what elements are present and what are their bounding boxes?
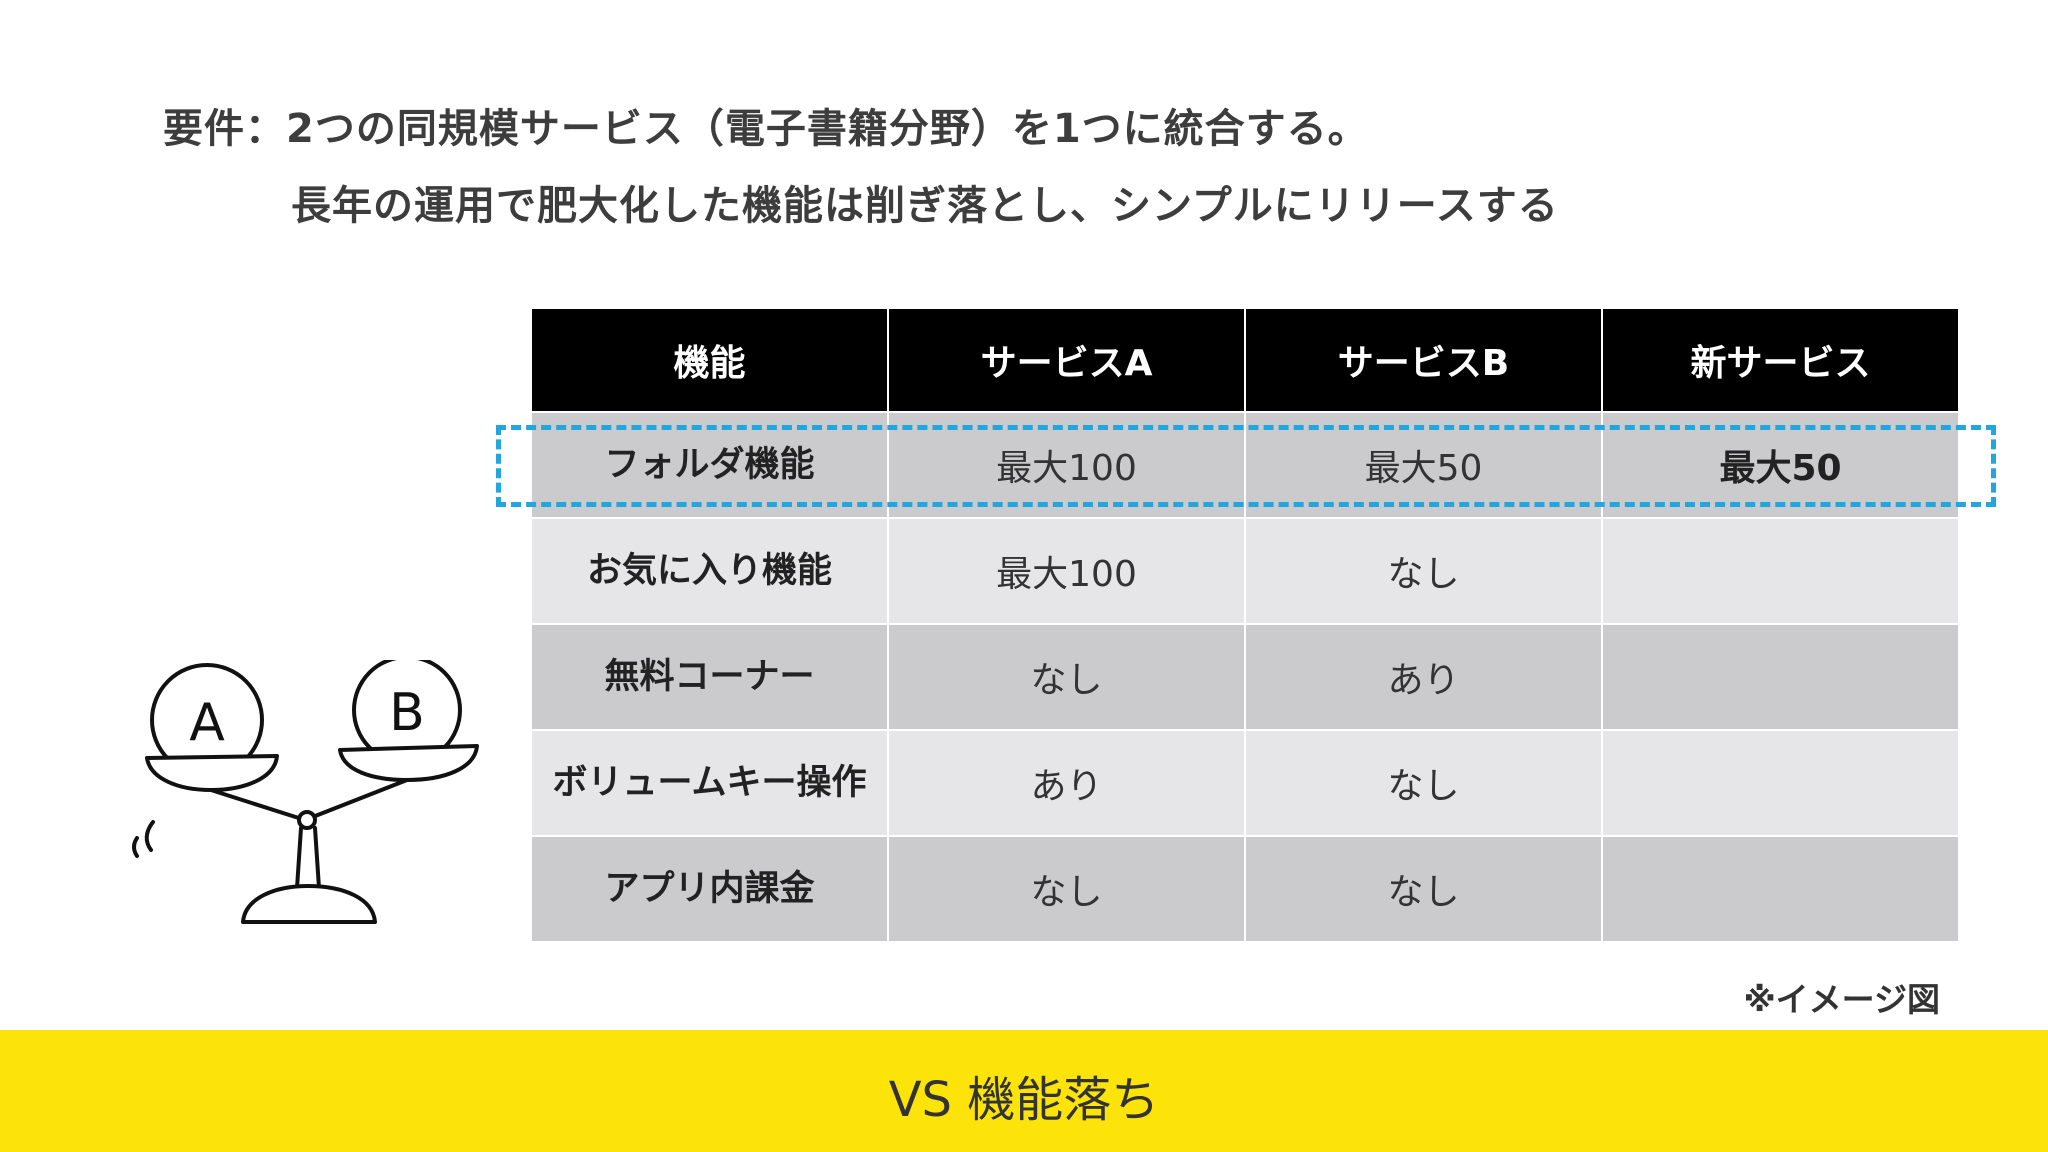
header-new-service: 新サービス	[1601, 307, 1960, 413]
row-new-service-value	[1601, 729, 1960, 837]
row-feature-name: アプリ内課金	[530, 835, 889, 943]
header-feature: 機能	[530, 307, 889, 413]
row-service-b-value: なし	[1244, 517, 1603, 625]
table-header-row: 機能 サービスA サービスB 新サービス	[530, 307, 1960, 413]
image-note: ※イメージ図	[1743, 980, 1940, 1019]
row-service-b-value: なし	[1244, 729, 1603, 837]
row-new-service-value	[1601, 623, 1960, 731]
feature-comparison-table: 機能 サービスA サービスB 新サービス フォルダ機能 最大100 最大50 最…	[530, 307, 1960, 943]
requirement-line-2: 長年の運用で肥大化した機能は削ぎ落とし、シンプルにリリースする	[291, 183, 1559, 229]
header-service-b: サービスB	[1244, 307, 1603, 413]
row-service-a-value: なし	[887, 623, 1246, 731]
table-row: ボリュームキー操作 あり なし	[530, 729, 1960, 837]
row-service-b-value: あり	[1244, 623, 1603, 731]
table-row: お気に入り機能 最大100 なし	[530, 517, 1960, 625]
balance-scale-icon: A B	[132, 660, 479, 924]
banner-text: VS 機能落ち	[888, 1072, 1160, 1128]
row-service-a-value: あり	[887, 729, 1246, 837]
header-service-a: サービスA	[887, 307, 1246, 413]
row-feature-name: ボリュームキー操作	[530, 729, 889, 837]
row-new-service-value	[1601, 517, 1960, 625]
row-service-b-value: なし	[1244, 835, 1603, 943]
row-service-a-value: 最大100	[887, 517, 1246, 625]
scale-label-b: B	[389, 683, 425, 743]
row-feature-name: 無料コーナー	[530, 623, 889, 731]
table-row: アプリ内課金 なし なし	[530, 835, 1960, 943]
scale-label-a: A	[189, 693, 225, 753]
bottom-banner: VS 機能落ち	[0, 1030, 2048, 1152]
table-row: 無料コーナー なし あり	[530, 623, 1960, 731]
row-new-service-value	[1601, 835, 1960, 943]
requirement-line-1: 要件：2つの同規模サービス（電子書籍分野）を1つに統合する。	[163, 106, 1369, 152]
row-feature-name: お気に入り機能	[530, 517, 889, 625]
row-service-a-value: なし	[887, 835, 1246, 943]
folder-row-highlight-box	[496, 425, 1996, 507]
